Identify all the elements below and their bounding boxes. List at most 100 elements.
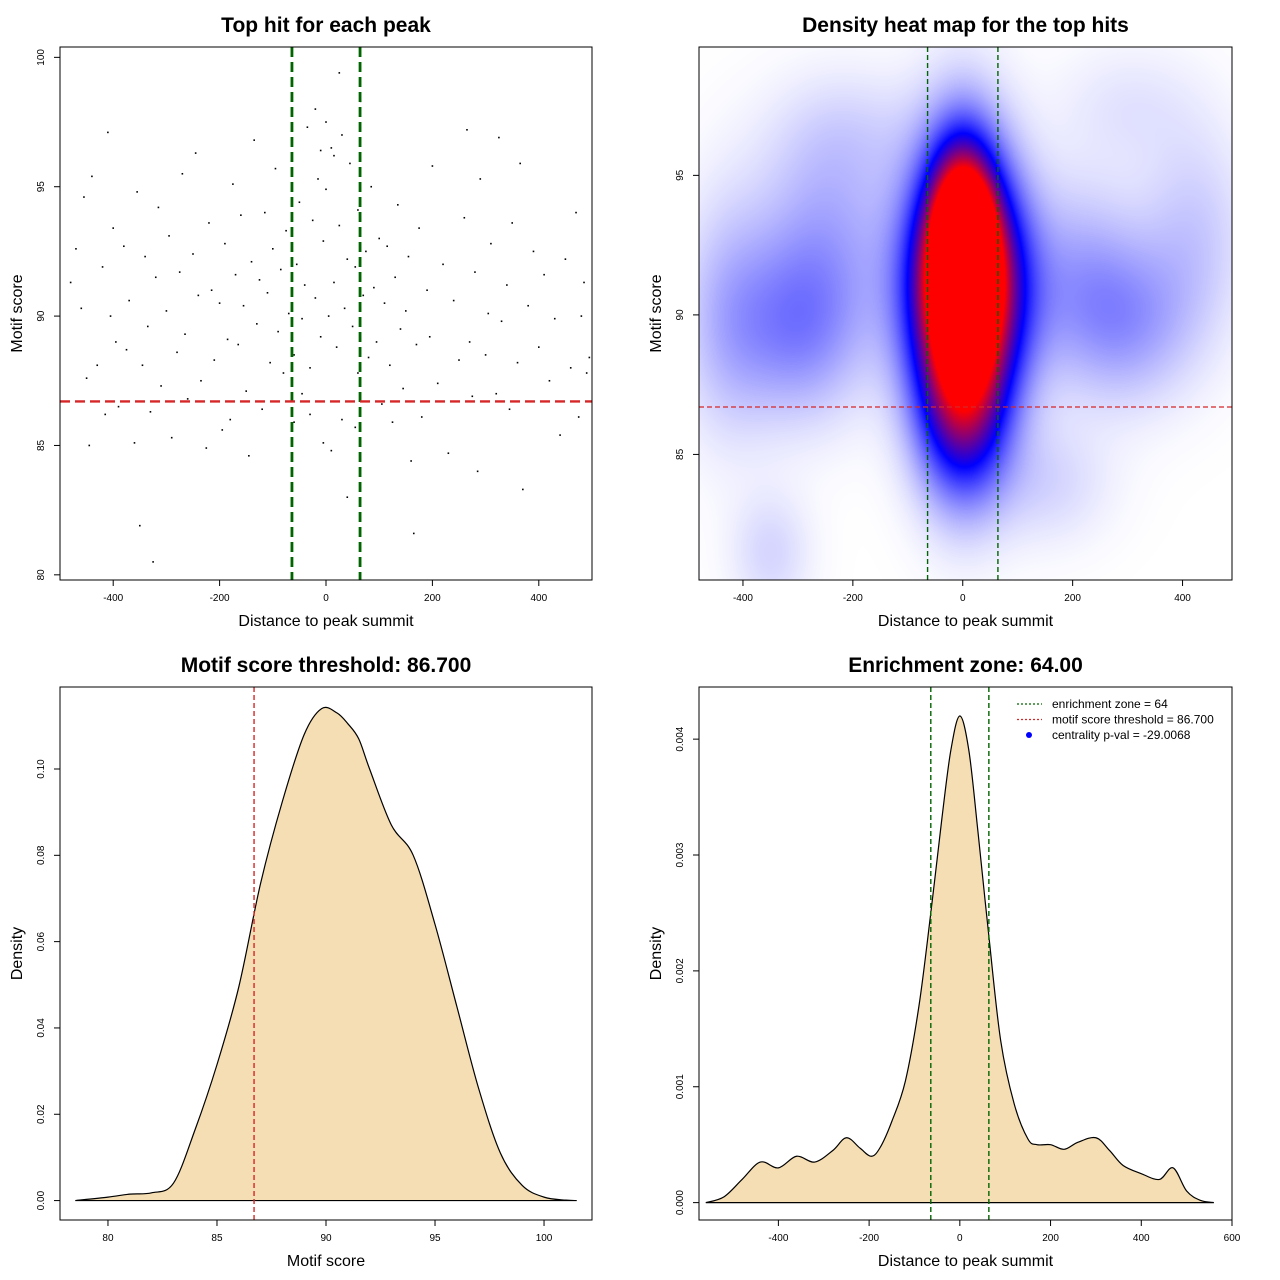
data-point	[181, 172, 184, 175]
data-point	[144, 255, 146, 258]
data-point	[295, 263, 298, 266]
data-point	[498, 136, 500, 139]
data-point	[463, 216, 466, 219]
data-point	[157, 206, 160, 209]
data-point	[375, 341, 378, 343]
x-tick-label: -200	[859, 1233, 879, 1244]
data-point	[532, 250, 535, 253]
y-tick-label: 0.000	[675, 1190, 686, 1215]
chart-title: Motif score threshold: 86.700	[181, 654, 472, 677]
data-point	[553, 317, 556, 320]
data-point	[197, 294, 200, 297]
data-point	[279, 268, 282, 271]
data-point	[412, 532, 415, 535]
data-point	[245, 390, 247, 392]
x-axis-label: Distance to peak summit	[878, 613, 1054, 630]
x-tick-label: 400	[1174, 593, 1191, 604]
data-point	[543, 273, 545, 276]
data-point	[386, 245, 388, 248]
data-point	[256, 323, 258, 325]
data-point	[168, 235, 170, 237]
data-point	[346, 496, 349, 499]
x-tick-label: 0	[957, 1233, 963, 1244]
data-point	[569, 367, 572, 369]
data-point	[466, 128, 468, 131]
data-point	[221, 429, 224, 431]
data-point	[176, 351, 178, 354]
data-point	[240, 214, 242, 216]
data-point	[338, 72, 341, 74]
chart-title: Enrichment zone: 64.00	[848, 654, 1083, 677]
data-point	[200, 379, 202, 382]
data-point	[88, 444, 91, 447]
data-point	[264, 211, 266, 214]
x-tick-label: 90	[320, 1233, 332, 1244]
data-point	[381, 403, 383, 405]
data-point	[205, 447, 208, 449]
data-point	[362, 294, 365, 297]
data-point	[402, 387, 404, 390]
data-point	[564, 258, 567, 260]
data-point	[367, 356, 370, 359]
data-point	[327, 315, 330, 317]
data-point	[468, 341, 471, 343]
data-point	[101, 266, 104, 268]
data-point	[333, 154, 335, 157]
data-point	[527, 304, 529, 307]
data-point	[354, 426, 357, 429]
data-point	[293, 421, 295, 423]
x-axis-label: Motif score	[287, 1253, 365, 1270]
data-point	[548, 379, 551, 382]
data-point	[500, 320, 503, 323]
data-point	[258, 279, 261, 281]
data-point	[85, 377, 88, 379]
data-point	[479, 178, 482, 180]
y-tick-label: 0.002	[675, 958, 686, 983]
data-point	[319, 149, 322, 152]
y-tick-label: 100	[36, 49, 47, 66]
data-point	[580, 315, 583, 317]
data-point	[383, 302, 386, 304]
data-point	[516, 361, 519, 364]
data-point	[538, 346, 540, 348]
data-point	[178, 271, 181, 273]
data-point	[91, 175, 93, 178]
data-point	[397, 204, 399, 206]
data-point	[186, 398, 189, 400]
data-point	[333, 281, 335, 284]
data-point	[285, 229, 287, 232]
data-point	[80, 307, 83, 310]
data-point	[298, 201, 301, 204]
y-tick-label: 85	[675, 448, 686, 460]
x-tick-label: -200	[210, 593, 230, 604]
data-point	[588, 356, 591, 359]
y-axis-label: Density	[648, 927, 665, 980]
data-point	[357, 372, 359, 374]
x-tick-label: 400	[1133, 1233, 1150, 1244]
data-point	[218, 302, 221, 304]
data-point	[269, 361, 271, 364]
data-point	[458, 359, 460, 361]
data-point	[272, 248, 274, 250]
data-point	[301, 392, 303, 395]
data-point	[436, 382, 439, 385]
plot-area	[60, 47, 592, 580]
data-point	[325, 188, 327, 191]
data-point	[242, 304, 245, 307]
data-point	[224, 242, 226, 245]
y-tick-label: 90	[36, 310, 47, 322]
data-point	[306, 126, 309, 129]
y-tick-label: 85	[36, 439, 47, 451]
data-point	[314, 108, 317, 110]
data-point	[426, 289, 428, 292]
data-point	[152, 561, 154, 563]
y-axis-label: Density	[9, 927, 26, 980]
x-tick-label: 85	[211, 1233, 223, 1244]
data-point	[338, 224, 341, 227]
data-point	[112, 227, 114, 229]
data-point	[210, 289, 213, 292]
data-point	[229, 418, 232, 421]
data-point	[343, 307, 346, 310]
data-point	[149, 411, 152, 413]
